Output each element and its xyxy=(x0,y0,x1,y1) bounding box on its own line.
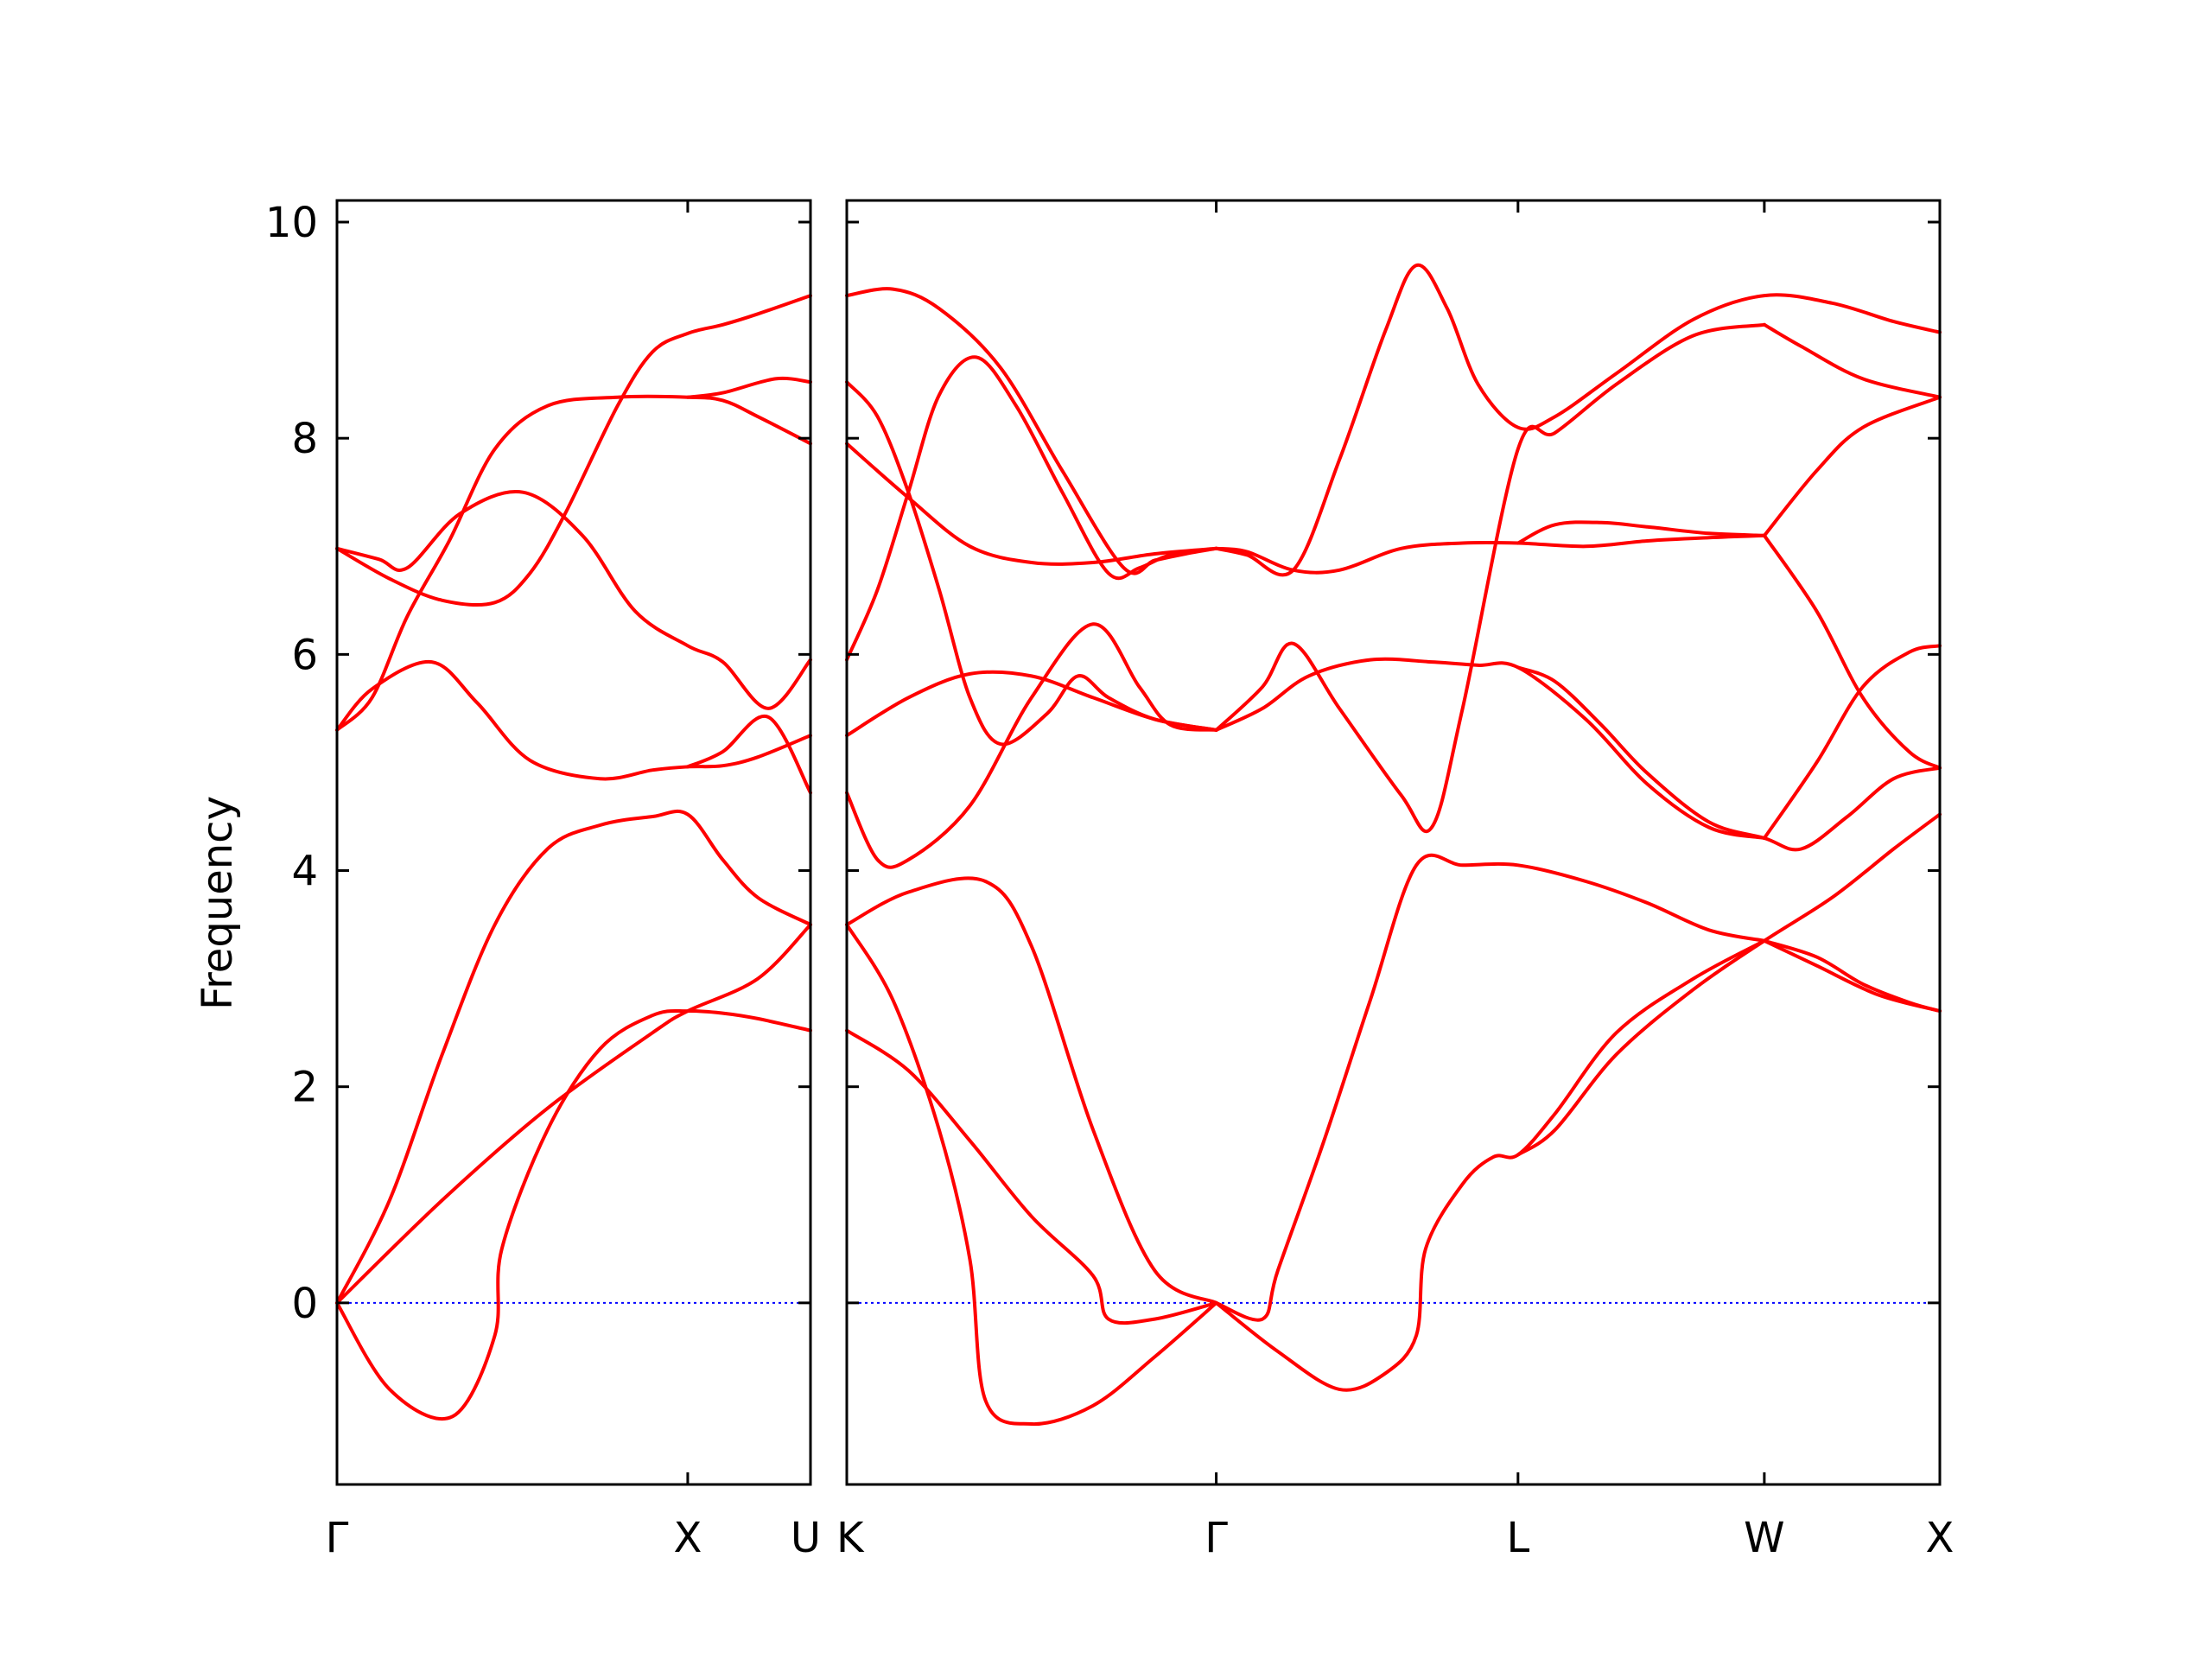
left-panel: Γ X U 0 2 4 6 8 10 xyxy=(265,199,821,1562)
band-line-8 xyxy=(845,923,1218,1427)
band-line-7 xyxy=(335,923,812,1305)
band-line-3 xyxy=(335,394,812,732)
band-line-1 xyxy=(335,810,812,1305)
band-line-11 xyxy=(1214,657,1766,840)
x-tick-label: K xyxy=(836,1514,865,1562)
band-line-22 xyxy=(1762,644,1942,840)
y-tick-label: 10 xyxy=(265,199,318,247)
band-line-1 xyxy=(845,287,1218,575)
x-tick-label: X xyxy=(1926,1514,1955,1562)
y-tick-label: 6 xyxy=(291,631,318,679)
x-tick-label: Γ xyxy=(1205,1514,1228,1562)
band-line-4 xyxy=(845,355,1218,662)
band-line-6 xyxy=(845,622,1218,869)
band-line-19 xyxy=(1762,322,1942,399)
x-tick-label: L xyxy=(1506,1514,1529,1562)
band-line-2 xyxy=(845,442,1218,566)
band-line-8 xyxy=(685,714,812,795)
band-line-4 xyxy=(335,660,812,781)
band-line-24 xyxy=(1762,938,1942,1014)
band-line-10 xyxy=(1214,533,1766,575)
band-line-18 xyxy=(1516,812,1942,1157)
band-line-20 xyxy=(1762,395,1942,537)
y-tick-label: 4 xyxy=(291,848,318,896)
band-line-12 xyxy=(1214,322,1766,834)
band-line-6 xyxy=(335,294,812,607)
panel-frame xyxy=(845,199,1942,1486)
band-line-2 xyxy=(335,1008,812,1421)
band-line-15 xyxy=(1214,263,1942,577)
band-line-5 xyxy=(845,670,1218,738)
band-line-13 xyxy=(1214,853,1766,1322)
x-tick-label: W xyxy=(1744,1514,1784,1562)
band-line-9 xyxy=(685,376,812,399)
y-tick-label: 0 xyxy=(291,1280,318,1328)
panel-frame xyxy=(335,199,812,1486)
band-line-5 xyxy=(335,490,812,710)
x-tick-label: X xyxy=(673,1514,702,1562)
y-axis-label: Frequency xyxy=(194,796,242,1010)
band-line-3 xyxy=(845,380,1218,747)
band-line-17 xyxy=(1516,665,1942,852)
y-tick-label: 2 xyxy=(291,1064,318,1112)
band-line-16 xyxy=(1516,520,1766,545)
band-line-14 xyxy=(1214,938,1766,1392)
x-tick-label: Γ xyxy=(326,1514,349,1562)
y-tick-label: 8 xyxy=(291,415,318,463)
band-line-23 xyxy=(1762,938,1942,1014)
band-line-7 xyxy=(845,876,1218,1305)
band-line-9 xyxy=(845,1028,1218,1325)
x-tick-label: U xyxy=(791,1514,821,1562)
